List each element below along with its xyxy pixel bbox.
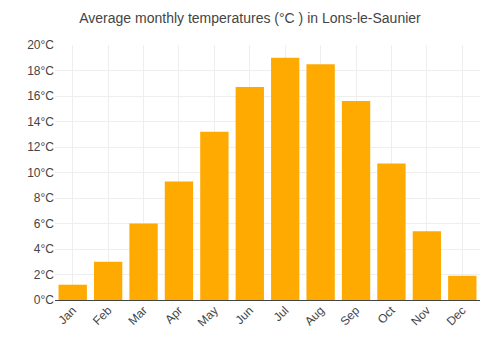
svg-text:Dec: Dec: [444, 303, 469, 328]
svg-text:Mar: Mar: [125, 303, 150, 328]
svg-text:0°C: 0°C: [34, 293, 54, 307]
svg-text:Aug: Aug: [302, 303, 327, 328]
svg-text:2°C: 2°C: [34, 268, 54, 282]
svg-text:Nov: Nov: [408, 303, 433, 328]
svg-text:10°C: 10°C: [27, 166, 54, 180]
svg-text:20°C: 20°C: [27, 38, 54, 52]
svg-text:Average monthly temperatures (: Average monthly temperatures (°C ) in Lo…: [79, 10, 421, 26]
svg-text:Jul: Jul: [271, 303, 292, 324]
svg-text:Jan: Jan: [55, 303, 79, 327]
svg-text:Sep: Sep: [337, 303, 362, 328]
svg-text:May: May: [195, 303, 221, 329]
svg-text:16°C: 16°C: [27, 89, 54, 103]
svg-text:18°C: 18°C: [27, 64, 54, 78]
svg-text:Jun: Jun: [233, 303, 257, 327]
svg-text:Apr: Apr: [162, 303, 185, 326]
svg-text:Feb: Feb: [90, 303, 115, 328]
svg-text:6°C: 6°C: [34, 217, 54, 231]
svg-text:Oct: Oct: [375, 303, 399, 327]
svg-text:4°C: 4°C: [34, 242, 54, 256]
svg-text:12°C: 12°C: [27, 140, 54, 154]
svg-text:8°C: 8°C: [34, 191, 54, 205]
svg-text:14°C: 14°C: [27, 115, 54, 129]
